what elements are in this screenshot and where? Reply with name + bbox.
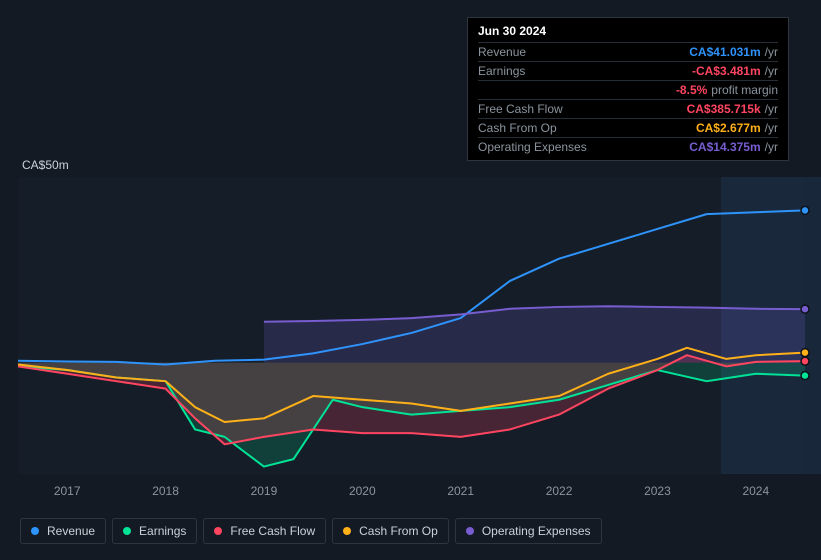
tooltip-date: Jun 30 2024 <box>478 24 778 38</box>
tooltip-row: -8.5% profit margin <box>478 80 778 99</box>
tooltip-row: Operating Expenses CA$14.375m/yr <box>478 137 778 156</box>
legend-color-dot <box>123 527 131 535</box>
legend-item[interactable]: Cash From Op <box>332 518 449 544</box>
tooltip-row: Earnings -CA$3.481m/yr <box>478 61 778 80</box>
legend-label: Free Cash Flow <box>230 524 315 538</box>
tooltip-metric-label: Operating Expenses <box>478 140 587 154</box>
chart-legend: Revenue Earnings Free Cash Flow Cash From O… <box>20 518 602 544</box>
tooltip-row: Cash From Op CA$2.677m/yr <box>478 118 778 137</box>
tooltip-metric-suffix: /yr <box>765 121 778 135</box>
legend-color-dot <box>343 527 351 535</box>
tooltip-metric-value: CA$2.677m <box>696 121 761 135</box>
legend-label: Cash From Op <box>359 524 438 538</box>
x-axis-tick: 2022 <box>546 484 573 498</box>
tooltip-metric-value: -CA$3.481m <box>692 64 761 78</box>
tooltip-metric-suffix: /yr <box>765 140 778 154</box>
x-axis-tick: 2019 <box>251 484 278 498</box>
legend-item[interactable]: Revenue <box>20 518 106 544</box>
tooltip-metric-label: Cash From Op <box>478 121 557 135</box>
x-axis-tick: 2020 <box>349 484 376 498</box>
tooltip-metric-suffix: /yr <box>765 64 778 78</box>
tooltip-metric-label: Revenue <box>478 45 526 59</box>
x-axis-tick: 2018 <box>152 484 179 498</box>
legend-color-dot <box>466 527 474 535</box>
legend-item[interactable]: Earnings <box>112 518 197 544</box>
tooltip-metric-value: CA$385.715k <box>687 102 761 116</box>
legend-color-dot <box>31 527 39 535</box>
legend-label: Revenue <box>47 524 95 538</box>
x-axis-tick: 2023 <box>644 484 671 498</box>
chart-tooltip: Jun 30 2024 RevenueCA$41.031m/yrEarnings… <box>467 17 789 161</box>
x-axis-tick: 2021 <box>447 484 474 498</box>
tooltip-row: Free Cash Flow CA$385.715k/yr <box>478 99 778 118</box>
tooltip-metric-value: -8.5% <box>676 83 707 97</box>
tooltip-metric-label: Free Cash Flow <box>478 102 563 116</box>
tooltip-metric-suffix: profit margin <box>711 83 778 97</box>
tooltip-metric-suffix: /yr <box>765 45 778 59</box>
tooltip-metric-value: CA$41.031m <box>689 45 760 59</box>
x-axis-tick: 2017 <box>54 484 81 498</box>
tooltip-metric-value: CA$14.375m <box>689 140 760 154</box>
tooltip-metric-label: Earnings <box>478 64 525 78</box>
legend-color-dot <box>214 527 222 535</box>
tooltip-metric-suffix: /yr <box>765 102 778 116</box>
x-axis-tick: 2024 <box>742 484 769 498</box>
legend-item[interactable]: Operating Expenses <box>455 518 602 544</box>
legend-label: Operating Expenses <box>482 524 591 538</box>
legend-label: Earnings <box>139 524 186 538</box>
tooltip-row: Revenue CA$41.031m/yr <box>478 42 778 61</box>
legend-item[interactable]: Free Cash Flow <box>203 518 326 544</box>
